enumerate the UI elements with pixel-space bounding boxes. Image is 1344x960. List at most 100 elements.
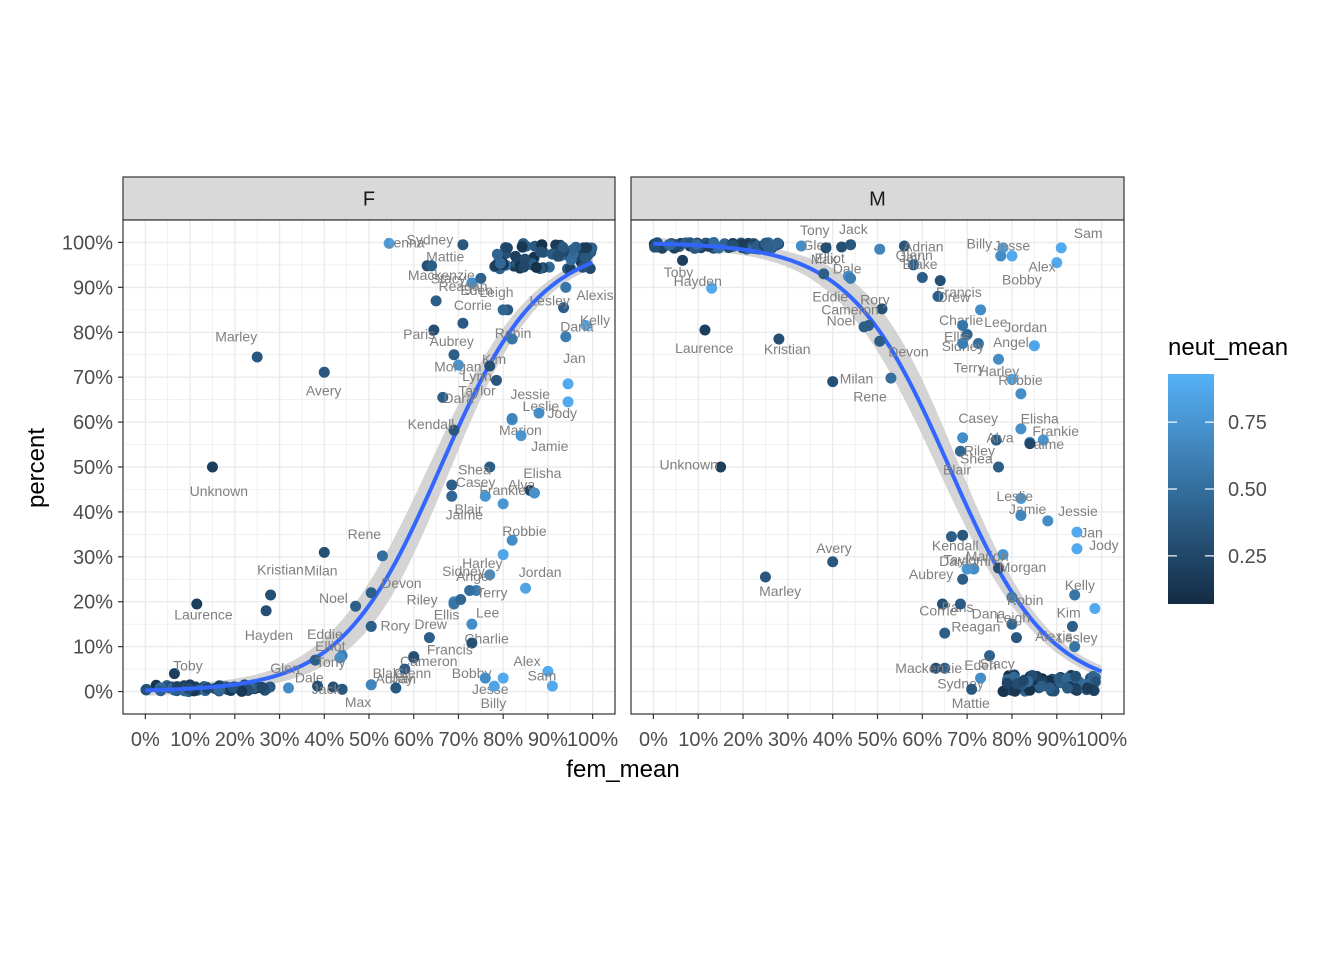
point-label: Leslie	[996, 488, 1033, 504]
point-label: Tony	[800, 222, 830, 238]
point-label: Reagan	[951, 618, 1000, 634]
point-label: Billy	[967, 236, 993, 252]
data-point-max	[327, 681, 339, 693]
data-point-alex	[542, 665, 554, 677]
data-point-jan	[562, 378, 574, 390]
data-point-dara	[945, 531, 957, 543]
data-point-paris	[936, 598, 948, 610]
point-label: Jordan	[519, 564, 562, 580]
data-point-reagan	[430, 295, 442, 307]
point-label: Ellis	[434, 606, 460, 622]
data-point-eddie	[334, 652, 346, 664]
data-point	[530, 261, 542, 273]
data-point-toby	[168, 668, 180, 680]
y-tick-label: 80%	[73, 322, 113, 344]
data-point-jack	[845, 239, 857, 251]
data-point-sydney	[930, 662, 942, 674]
point-label: Leigh	[479, 284, 513, 300]
data-point-sam	[1055, 242, 1067, 254]
point-label: Toby	[173, 658, 203, 674]
data-point-sidney	[972, 338, 984, 349]
data-point	[501, 242, 513, 254]
point-label: Jay	[391, 670, 413, 686]
point-label: Kendall	[408, 416, 455, 432]
data-point-adrian	[399, 663, 411, 675]
facet-panels: FLennaMattieSydneyMackenzieStacyReaganEd…	[62, 176, 1127, 751]
data-point	[1053, 673, 1065, 685]
data-point-marion	[997, 549, 1009, 561]
data-point-jessie	[1042, 515, 1054, 527]
data-point-kim	[1069, 589, 1081, 601]
data-point-robin	[1006, 618, 1018, 630]
data-point-lesley	[1066, 620, 1078, 632]
data-point-dara	[437, 391, 449, 403]
point-label: Max	[811, 251, 837, 267]
data-point-dale	[309, 654, 321, 666]
y-tick-label: 0%	[84, 682, 113, 704]
point-label: Robin	[1007, 592, 1044, 608]
data-point-jay	[874, 243, 886, 255]
x-tick-label: 0%	[639, 729, 668, 751]
x-tick-label: 80%	[992, 729, 1032, 751]
point-label: Alva	[508, 477, 535, 493]
data-point-mackenzie	[426, 260, 438, 272]
point-label: Lee	[984, 314, 1008, 330]
data-point-avery	[318, 366, 330, 378]
data-point	[494, 257, 506, 269]
data-point-jody	[562, 396, 574, 408]
data-point-mackenzie	[939, 662, 951, 674]
x-tick-label: 40%	[813, 729, 853, 751]
x-tick-label: 90%	[1037, 729, 1077, 751]
data-point-elisha	[1024, 438, 1036, 450]
data-point-tony	[312, 680, 324, 692]
facet-strip	[122, 176, 616, 221]
data-point-avery	[827, 556, 839, 568]
data-point-paris	[428, 324, 440, 336]
point-label: Elliot	[814, 250, 844, 266]
data-point-blair	[446, 490, 458, 502]
data-point-glen	[282, 682, 294, 694]
point-label: Jaime	[446, 507, 484, 523]
smooth-line	[145, 260, 594, 693]
data-point-alexis	[560, 281, 572, 293]
point-label: Drew	[938, 289, 972, 305]
point-label: Sam	[1074, 225, 1103, 241]
point-label: Cameron	[400, 653, 458, 669]
point-label: Dana	[560, 319, 594, 335]
data-point-lynn	[452, 359, 464, 371]
data-point-terry	[957, 338, 969, 349]
data-point-shea	[484, 461, 496, 473]
point-label: Laurence	[675, 340, 734, 356]
point-label: Milan	[304, 562, 337, 578]
point-label: Casey	[456, 474, 496, 490]
data-point-laurence	[191, 598, 203, 610]
point-label: Corrie	[454, 297, 492, 313]
facet-strip-label: F	[363, 189, 375, 211]
data-point-morgan	[484, 360, 496, 372]
point-label: Blair	[454, 501, 482, 517]
point-label: Dale	[833, 261, 862, 277]
data-point-jesse	[995, 250, 1007, 262]
point-label: Blake	[373, 665, 408, 681]
x-axis-ticks: 0% 10% 20% 30% 40% 50% 60% 70% 80% 90% 100%	[131, 714, 618, 751]
data-point-leslie	[506, 412, 518, 424]
data-point-francis	[466, 637, 478, 649]
point-label: Jessie	[510, 386, 550, 402]
point-label: Mackenzie	[408, 267, 475, 283]
point-label: Kristian	[257, 562, 304, 578]
data-point-drew	[423, 632, 435, 644]
point-label: Stacy	[980, 655, 1015, 671]
point-label: Sidney	[442, 563, 485, 579]
data-point	[1081, 682, 1093, 694]
data-point-noel	[350, 600, 362, 612]
data-point-jamie	[1015, 492, 1027, 504]
labeled-points: GlenMaxJackGlennBillySamTobyTonyJayAlexA…	[659, 221, 1118, 711]
data-point-jaime	[479, 490, 491, 502]
point-label: Glenn	[895, 247, 932, 263]
point-label: Jordan	[1004, 319, 1047, 335]
point-label: Tony	[316, 654, 346, 670]
point-label: Lynn	[462, 368, 492, 384]
data-point	[1024, 684, 1036, 696]
x-axis-title: fem_mean	[566, 756, 679, 783]
